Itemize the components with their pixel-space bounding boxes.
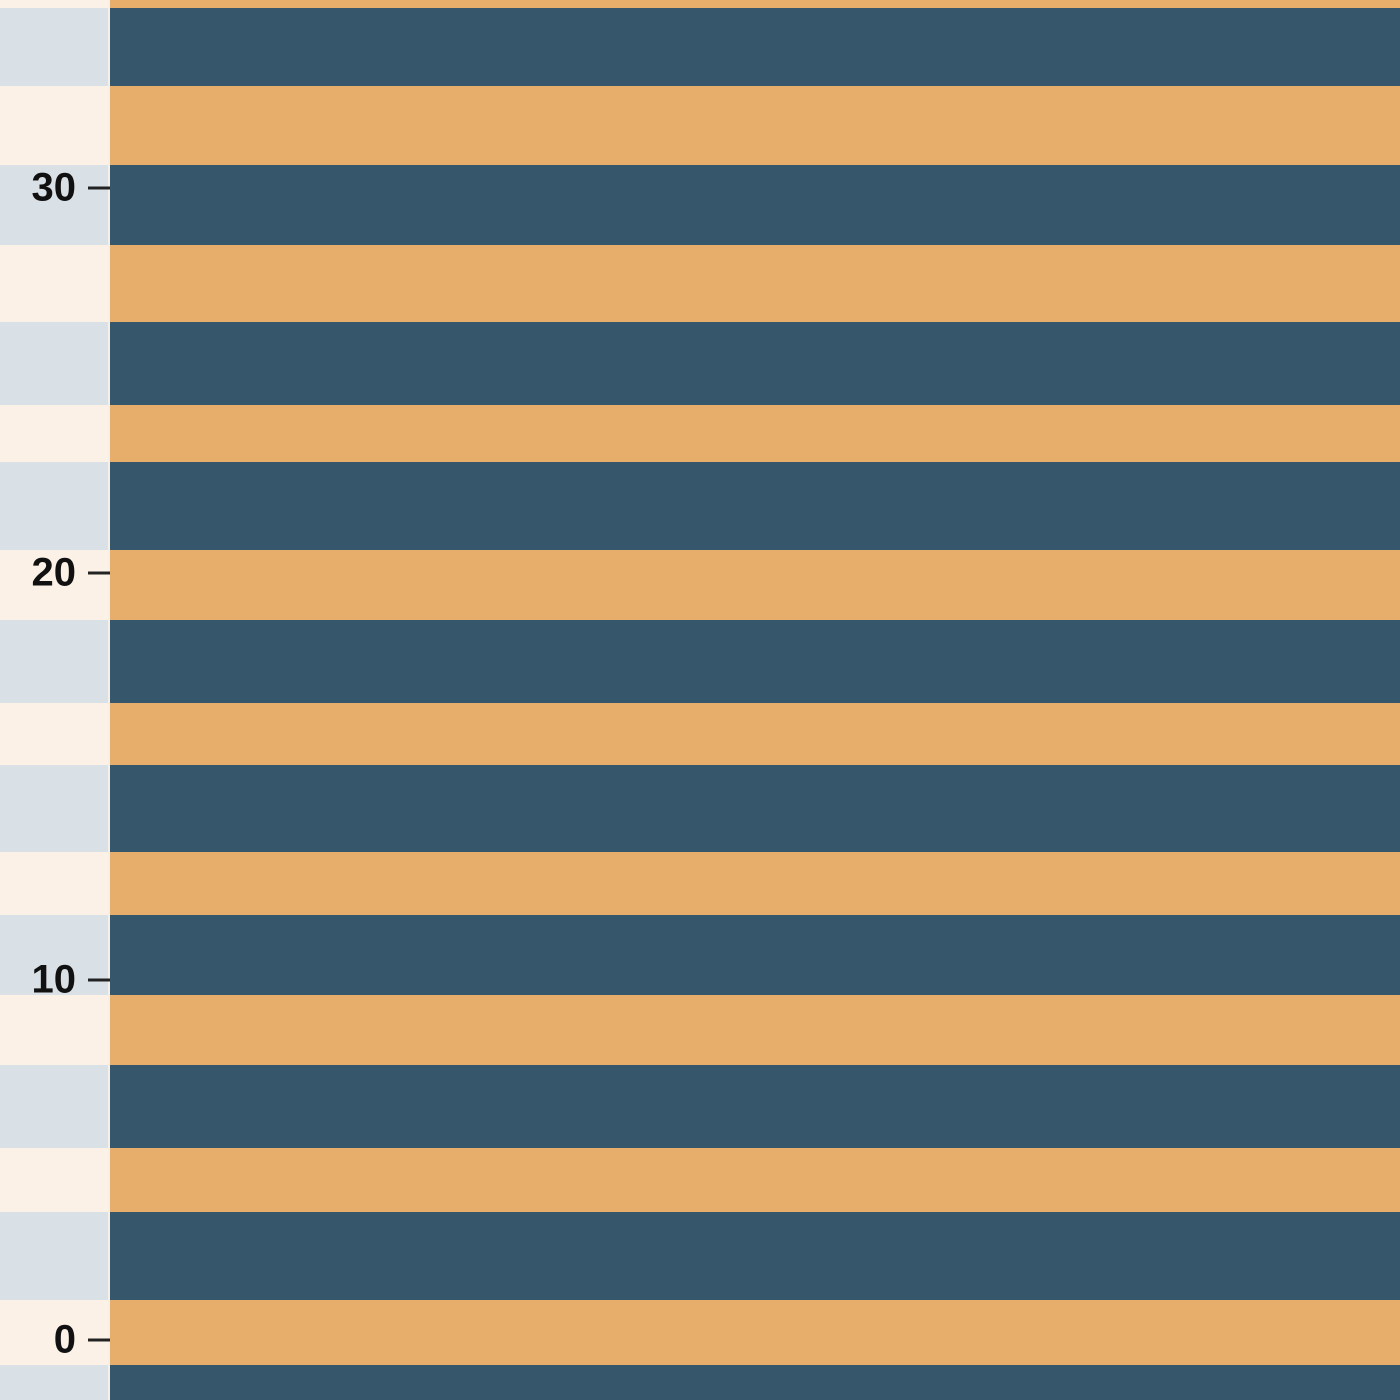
stripe-navy [110, 765, 1400, 852]
stripe-navy [0, 322, 108, 405]
stripe-orange [110, 852, 1400, 915]
stripe-navy [0, 1365, 108, 1400]
stripe-orange [0, 245, 108, 322]
stripe-navy [110, 1065, 1400, 1148]
stripe-orange [0, 0, 108, 8]
ruler-tick: 0 [54, 1318, 110, 1363]
stripe-orange [110, 0, 1400, 8]
stripe-orange [0, 405, 108, 462]
stripe-navy [0, 620, 108, 703]
stripe-navy [0, 8, 108, 86]
stripe-navy [110, 620, 1400, 703]
tick-label: 20 [31, 550, 77, 595]
stripe-navy [0, 462, 108, 550]
stripe-navy [0, 1212, 108, 1300]
tick-mark [88, 1338, 110, 1342]
stripe-navy [110, 1212, 1400, 1300]
ruler-tick: 30 [31, 165, 110, 211]
stripe-orange [0, 852, 108, 915]
stripe-navy [110, 322, 1400, 405]
ruler-tick: 20 [31, 550, 110, 596]
stripe-orange [0, 1148, 108, 1212]
stripe-navy [0, 765, 108, 852]
stripe-navy [110, 1365, 1400, 1400]
stripe-orange [0, 550, 108, 620]
tick-label: 0 [53, 1317, 76, 1362]
stripe-orange [110, 86, 1400, 165]
stripe-navy [0, 915, 108, 995]
stripe-navy [0, 1065, 108, 1148]
ruler-tick: 10 [31, 957, 110, 1003]
stripe-orange [110, 405, 1400, 462]
stripe-orange [110, 703, 1400, 765]
stripe-orange [110, 1148, 1400, 1212]
stripe-orange [110, 1300, 1400, 1365]
stripe-orange [0, 1300, 108, 1365]
tick-mark [88, 978, 110, 982]
stripe-orange [110, 245, 1400, 322]
ruler-divider [108, 0, 110, 1400]
tick-label: 10 [31, 957, 77, 1002]
stripe-orange [0, 995, 108, 1065]
stripe-orange [0, 86, 108, 165]
stripe-orange [0, 703, 108, 765]
tick-mark [88, 571, 110, 575]
tick-mark [88, 186, 110, 190]
tick-label: 30 [31, 165, 77, 210]
stripe-navy [110, 165, 1400, 245]
stripe-pattern [110, 0, 1400, 1400]
stripe-orange [110, 550, 1400, 620]
stripe-navy [110, 8, 1400, 86]
stripe-navy [0, 165, 108, 245]
stripe-navy [110, 462, 1400, 550]
stripe-navy [110, 915, 1400, 995]
stripe-orange [110, 995, 1400, 1065]
ruler-strip [0, 0, 108, 1400]
